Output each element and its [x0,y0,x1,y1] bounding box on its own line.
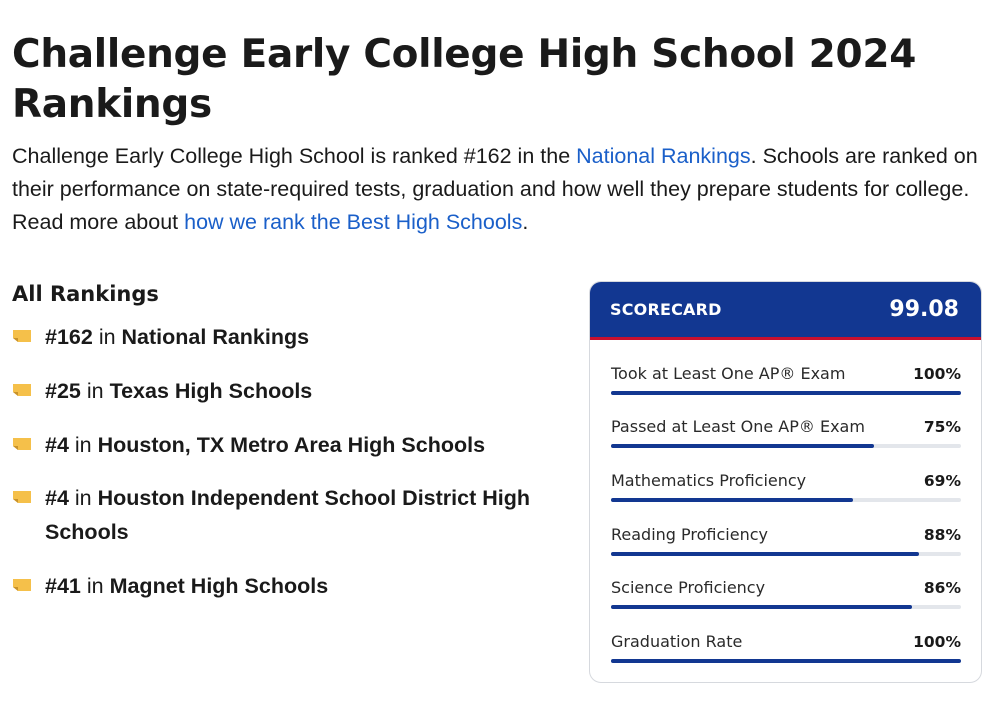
flag-icon [13,579,31,591]
metric-progress-track [611,552,961,556]
metric-progress-fill [611,444,874,448]
ranking-item[interactable]: #4 in Houston Independent School Distric… [12,481,552,549]
metric-label: Graduation Rate [611,632,743,651]
metric-value: 69% [923,472,961,490]
page-title: Challenge Early College High School 2024… [12,32,917,127]
metric-progress-fill [611,498,853,502]
metric-label: Science Proficiency [611,578,766,597]
intro-text-3: . [522,210,529,234]
scorecard-metric-row: Science Proficiency 86% [611,578,961,609]
flag-icon [13,438,31,450]
ranking-item[interactable]: #25 in Texas High Schools [12,374,552,408]
metric-label: Reading Proficiency [611,525,768,544]
rankings-list: #162 in National Rankings #25 in Texas H… [12,320,552,603]
metric-value: 86% [923,579,961,597]
intro-paragraph: Challenge Early College High School is r… [12,140,982,239]
scorecard-metric-row: Took at Least One AP® Exam 100% [611,364,961,395]
intro-text-2: . Schools are ranked on their performanc… [12,144,978,234]
metric-value: 100% [913,633,961,651]
rank-name[interactable]: Houston, TX Metro Area High Schools [97,433,486,457]
rank-number: #25 [45,379,81,403]
rank-name[interactable]: Houston Independent School District High… [45,486,530,544]
scorecard-metric-row: Reading Proficiency 88% [611,525,961,556]
metric-progress-fill [611,605,912,609]
rank-name[interactable]: Magnet High Schools [109,574,329,598]
metric-label: Passed at Least One AP® Exam [611,417,865,436]
ranking-item[interactable]: #162 in National Rankings [12,320,552,354]
rank-number: #4 [45,486,69,510]
metric-progress-track [611,605,961,609]
rank-name[interactable]: Texas High Schools [109,379,313,403]
flag-icon [13,384,31,396]
ranking-item[interactable]: #41 in Magnet High Schools [12,569,552,603]
metric-progress-fill [611,552,919,556]
metric-value: 100% [913,365,961,383]
metric-progress-track [611,659,961,663]
metric-progress-fill [611,391,961,395]
rank-in: in [68,486,98,510]
rank-in: in [80,574,110,598]
metric-label: Mathematics Proficiency [611,471,807,490]
rank-in: in [68,433,98,457]
flag-icon [13,330,31,342]
rank-in: in [92,325,122,349]
flag-icon [13,491,31,503]
intro-text-1: Challenge Early College High School is r… [12,144,577,168]
rank-number: #4 [45,433,69,457]
metric-progress-track [611,498,961,502]
rank-number: #41 [45,574,81,598]
ranking-item[interactable]: #4 in Houston, TX Metro Area High School… [12,428,552,462]
metric-value: 75% [923,418,961,436]
all-rankings-heading: All Rankings [12,282,159,306]
scorecard-panel: SCORECARD 99.08 Took at Least One AP® Ex… [589,281,982,683]
scorecard-metric-row: Mathematics Proficiency 69% [611,471,961,502]
scorecard-metric-row: Passed at Least One AP® Exam 75% [611,417,961,448]
metric-label: Took at Least One AP® Exam [611,364,846,383]
metric-progress-track [611,444,961,448]
rank-number: #162 [45,325,93,349]
scorecard-metric-row: Graduation Rate 100% [611,632,961,663]
rank-in: in [80,379,110,403]
scorecard-score: 99.08 [889,297,959,322]
rank-name[interactable]: National Rankings [121,325,310,349]
how-we-rank-link[interactable]: how we rank the Best High Schools [184,210,523,234]
metric-progress-track [611,391,961,395]
metric-value: 88% [923,526,961,544]
metric-progress-fill [611,659,961,663]
national-rankings-link[interactable]: National Rankings [576,144,751,168]
scorecard-header: SCORECARD 99.08 [590,282,981,340]
scorecard-label: SCORECARD [610,300,722,319]
